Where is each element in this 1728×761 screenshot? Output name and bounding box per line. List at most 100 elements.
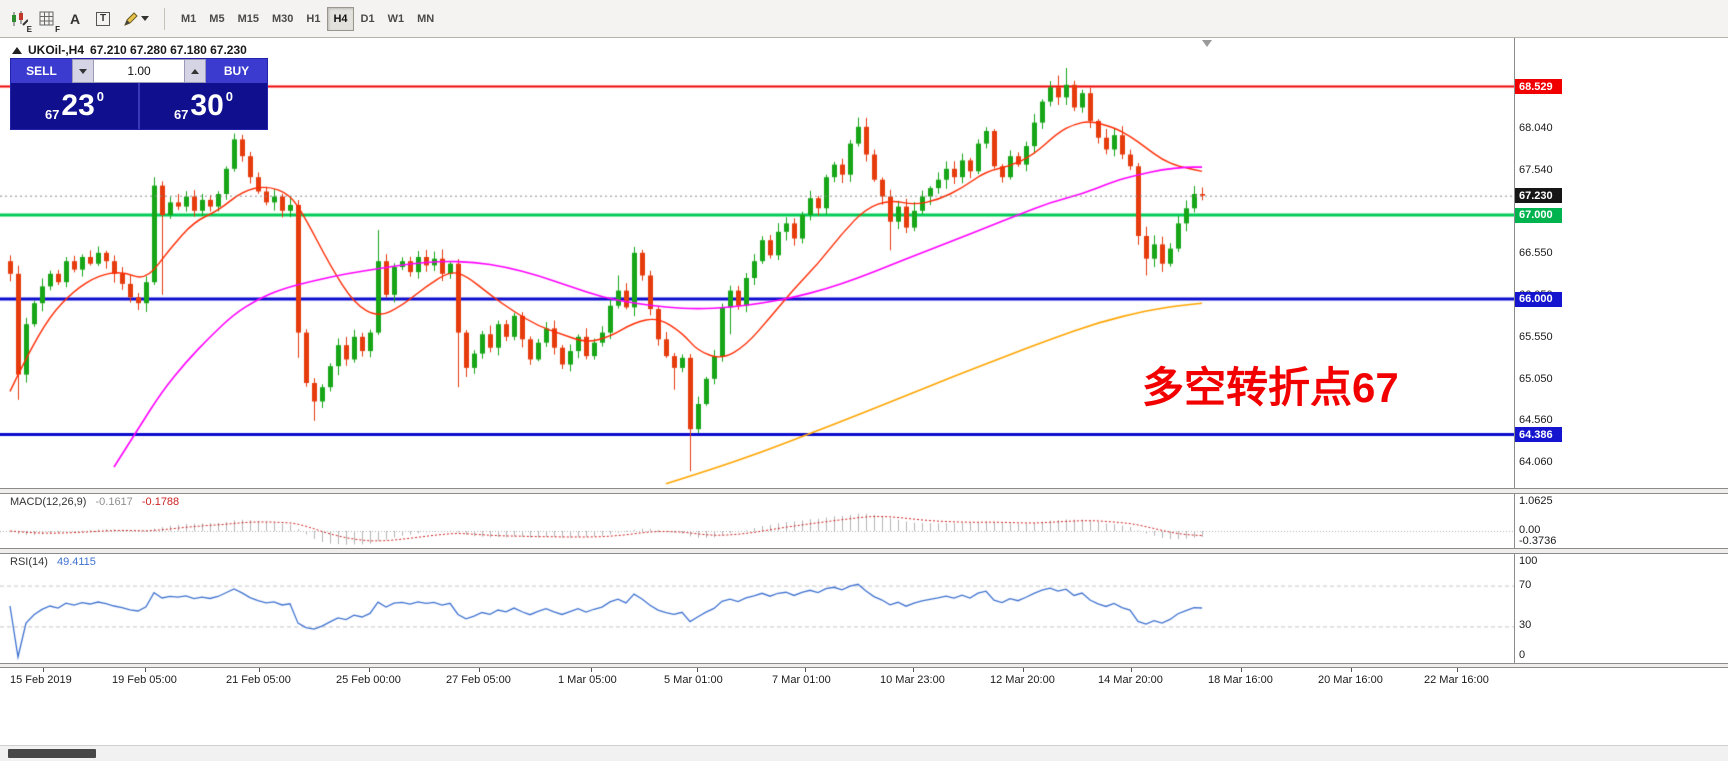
sell-price-big: 23 <box>61 89 95 122</box>
time-axis-tick <box>697 668 698 672</box>
grid-glyph <box>39 11 54 25</box>
timeframe-toolbar: M1 M5 M15 M30 H1 H4 D1 W1 MN <box>175 6 440 31</box>
time-axis-tick <box>259 668 260 672</box>
price-divider <box>138 83 140 129</box>
time-axis-label: 27 Feb 05:00 <box>446 674 511 686</box>
price-tick: 64.060 <box>1519 455 1553 468</box>
time-axis-label: 21 Feb 05:00 <box>226 674 291 686</box>
timeframe-h1-button[interactable]: H1 <box>306 12 321 25</box>
time-axis-tick <box>591 668 592 672</box>
time-axis-label: 14 Mar 20:00 <box>1098 674 1163 686</box>
price-badge: 67.000 <box>1515 207 1562 223</box>
grid-icon[interactable]: F <box>34 6 60 34</box>
sell-price-display[interactable]: 67 23 0 <box>11 83 138 129</box>
buy-price-prefix: 67 <box>173 107 189 122</box>
buy-button[interactable]: BUY <box>206 59 267 83</box>
time-axis-tick <box>1241 668 1242 672</box>
timeframe-d1-button[interactable]: D1 <box>360 12 375 25</box>
text-label-icon: T <box>95 11 111 26</box>
pane-separator-rsi[interactable] <box>0 548 1728 554</box>
time-axis-tick <box>145 668 146 672</box>
time-axis-label: 12 Mar 20:00 <box>990 674 1055 686</box>
rsi-scale-30: 30 <box>1519 619 1532 631</box>
expert-icon-sub: E <box>26 24 32 34</box>
time-axis-label: 20 Mar 16:00 <box>1318 674 1383 686</box>
time-axis-label: 19 Feb 05:00 <box>112 674 177 686</box>
time-axis-label: 10 Mar 23:00 <box>880 674 945 686</box>
timeframe-w1-button[interactable]: W1 <box>387 12 405 25</box>
scrollbar-thumb[interactable] <box>8 749 96 758</box>
rsi-scale-100: 100 <box>1519 555 1538 567</box>
horizontal-scrollbar[interactable] <box>0 745 1728 761</box>
time-axis-tick <box>1457 668 1458 672</box>
draw-tools-button[interactable] <box>118 6 154 32</box>
macd-main-value: -0.1617 <box>95 496 133 508</box>
buy-price-big: 30 <box>190 89 224 122</box>
price-badge: 67.230 <box>1515 188 1562 204</box>
time-axis-tick <box>479 668 480 672</box>
toolbar-separator <box>164 7 165 30</box>
time-axis-tick <box>1351 668 1352 672</box>
price-tick: 67.540 <box>1519 163 1553 176</box>
pane-separator-axis <box>0 663 1728 668</box>
buy-price-display[interactable]: 67 30 0 <box>140 83 267 129</box>
sell-button[interactable]: SELL <box>11 59 72 83</box>
macd-scale-top: 1.0625 <box>1519 495 1553 507</box>
pane-separator-macd[interactable] <box>0 488 1728 494</box>
time-axis-label: 7 Mar 01:00 <box>772 674 831 686</box>
price-badge: 68.529 <box>1515 79 1562 95</box>
sell-price-sup: 0 <box>96 89 105 104</box>
trade-prices-row: 67 23 0 67 30 0 <box>11 83 267 129</box>
text-tool-button[interactable]: A <box>69 10 81 27</box>
time-axis-tick <box>1023 668 1024 672</box>
text-label-tool-button[interactable]: T <box>90 6 116 32</box>
price-tick: 68.040 <box>1519 121 1553 134</box>
timeframe-m30-button[interactable]: M30 <box>271 12 294 25</box>
trade-controls-row: SELL BUY <box>11 59 267 83</box>
price-tick: 66.550 <box>1519 246 1553 259</box>
timeframe-m15-button[interactable]: M15 <box>237 12 259 25</box>
symbol-marker-icon <box>12 46 22 54</box>
time-axis-label: 15 Feb 2019 <box>10 674 72 686</box>
price-scale-border <box>1514 38 1515 668</box>
timeframe-h4-button[interactable]: H4 <box>327 6 354 31</box>
price-tick: 65.550 <box>1519 330 1553 343</box>
time-axis-tick <box>805 668 806 672</box>
pencil-icon <box>123 11 138 26</box>
price-badge: 64.386 <box>1515 427 1562 443</box>
chart-shift-marker[interactable] <box>1202 40 1212 47</box>
price-tick: 65.050 <box>1519 372 1553 385</box>
ohlc-values: 67.210 67.280 67.180 67.230 <box>90 43 247 57</box>
grid-icon-sub: F <box>55 24 60 34</box>
expert-chart-glyph <box>11 10 28 26</box>
one-click-trading-panel: SELL BUY 67 23 0 67 30 0 <box>10 58 268 130</box>
macd-scale-zero: 0.00 <box>1519 524 1541 536</box>
rsi-scale-70: 70 <box>1519 579 1532 591</box>
time-axis-tick <box>913 668 914 672</box>
volume-increase-button[interactable] <box>184 59 206 83</box>
rsi-value: 49.4115 <box>56 556 96 568</box>
time-axis-label: 1 Mar 05:00 <box>558 674 617 686</box>
time-axis-label: 25 Feb 00:00 <box>336 674 401 686</box>
time-axis-label: 5 Mar 01:00 <box>664 674 723 686</box>
caret-down-icon <box>79 68 87 74</box>
rsi-scale-0: 0 <box>1519 649 1526 661</box>
expert-chart-icon[interactable]: E <box>6 6 32 34</box>
volume-decrease-button[interactable] <box>72 59 94 83</box>
timeframe-mn-button[interactable]: MN <box>417 12 435 25</box>
rsi-canvas[interactable] <box>0 554 1514 663</box>
chart-annotation-text[interactable]: 多空转折点67 <box>1142 364 1399 411</box>
price-tick: 64.560 <box>1519 413 1553 426</box>
price-badge: 66.000 <box>1515 291 1562 307</box>
caret-up-icon <box>191 68 199 74</box>
chart-symbol-label: UKOil-,H4 67.210 67.280 67.180 67.230 <box>12 43 247 57</box>
timeframe-m5-button[interactable]: M5 <box>209 12 225 25</box>
time-axis-label: 22 Mar 16:00 <box>1424 674 1489 686</box>
chart-window: UKOil-,H4 67.210 67.280 67.180 67.230 SE… <box>0 38 1728 761</box>
macd-canvas[interactable] <box>0 494 1514 548</box>
volume-input[interactable] <box>94 59 184 83</box>
macd-signal-value: -0.1788 <box>141 496 180 508</box>
time-axis[interactable]: 15 Feb 2019 19 Feb 05:00 21 Feb 05:00 25 Fe… <box>0 668 1728 690</box>
time-axis-label: 18 Mar 16:00 <box>1208 674 1273 686</box>
timeframe-m1-button[interactable]: M1 <box>181 12 197 25</box>
